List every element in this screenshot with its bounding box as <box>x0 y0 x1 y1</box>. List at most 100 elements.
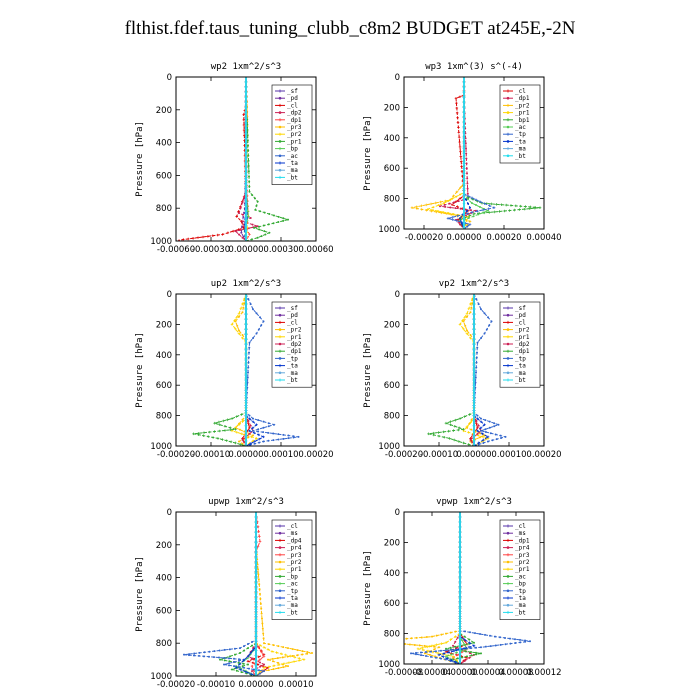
series-marker <box>223 424 227 428</box>
series-marker <box>257 646 260 649</box>
series-marker <box>514 642 517 645</box>
series-marker <box>233 661 235 664</box>
series-marker <box>246 655 250 658</box>
series-marker <box>244 162 248 166</box>
series-marker <box>275 651 278 654</box>
x-tick-label: -0.00020 <box>385 450 423 460</box>
legend-label: _tp <box>515 355 526 362</box>
series-marker <box>410 652 412 655</box>
y-tick-label: 800 <box>384 195 400 205</box>
series-marker <box>244 234 248 238</box>
series-marker <box>456 205 459 209</box>
series-marker <box>487 440 489 443</box>
series-marker <box>375 640 377 642</box>
legend-marker <box>278 531 282 535</box>
legend: _sf_pd_cl_dp2_dp1_pr3_pr2_pr1_bp_ac_ta_m… <box>271 84 313 185</box>
plot-frame <box>175 76 317 242</box>
legend-marker <box>506 103 510 107</box>
series-marker <box>465 210 468 213</box>
legend-marker <box>278 175 282 179</box>
series-marker <box>244 116 248 120</box>
series-marker <box>238 212 240 215</box>
series-marker <box>437 653 441 657</box>
series-marker <box>472 419 476 422</box>
series-marker <box>458 571 462 575</box>
series-marker <box>514 638 516 641</box>
series-marker <box>469 421 472 424</box>
x-tick-label: 0.00000 <box>442 668 477 678</box>
series-marker <box>497 423 500 426</box>
legend-label: _dp1 <box>515 537 530 544</box>
series-line-dp1 <box>444 512 469 664</box>
series-marker <box>242 306 245 309</box>
legend-label: _pr1 <box>287 138 302 145</box>
series-marker <box>244 429 248 433</box>
series-marker <box>458 596 462 600</box>
series-marker <box>466 192 469 195</box>
series-marker <box>453 424 457 428</box>
series-marker <box>463 146 465 149</box>
series-marker <box>241 336 244 340</box>
y-tick-label: 1000 <box>150 237 172 247</box>
series-marker <box>248 185 251 188</box>
series-marker <box>458 546 462 549</box>
series-marker <box>457 428 460 432</box>
x-tick-label: -0.00020 <box>405 233 443 243</box>
series-marker <box>259 593 261 595</box>
x-tick-label: -0.00010 <box>192 450 230 460</box>
legend-marker <box>278 524 282 528</box>
legend-label: _sf <box>287 305 298 312</box>
series-marker <box>487 207 490 211</box>
series-marker <box>254 592 258 596</box>
y-tick-label: 400 <box>384 134 400 144</box>
series-marker <box>213 656 215 659</box>
series-marker <box>493 425 496 428</box>
legend-label: _pr2 <box>287 131 302 138</box>
series-marker <box>442 430 445 434</box>
series-marker <box>488 324 491 327</box>
series-marker <box>248 351 250 354</box>
series-marker <box>254 643 258 647</box>
legend-marker <box>506 125 510 129</box>
series-marker <box>410 206 414 210</box>
series-marker <box>263 642 265 645</box>
x-tick-label: 0.00040 <box>526 233 561 243</box>
series-marker <box>453 201 455 204</box>
series-marker <box>463 415 466 418</box>
series-marker <box>465 167 468 170</box>
series-marker <box>487 316 489 319</box>
series-marker <box>476 429 479 433</box>
series-marker <box>433 645 436 648</box>
series-marker <box>244 214 248 217</box>
series-marker <box>463 126 465 129</box>
series-marker <box>466 655 468 658</box>
series-marker <box>475 204 477 207</box>
series-marker <box>458 642 462 646</box>
series-marker <box>258 228 261 231</box>
series-marker <box>257 578 260 581</box>
series-marker <box>301 650 304 653</box>
series-marker <box>248 346 251 349</box>
series-marker <box>252 431 256 435</box>
chart-title: vp2 1xm^2/s^3 <box>439 279 509 289</box>
series-marker <box>255 204 258 207</box>
series-marker <box>244 183 248 186</box>
legend-marker <box>506 596 510 600</box>
series-marker <box>242 118 246 122</box>
series-marker <box>221 438 224 441</box>
series-marker <box>267 658 269 661</box>
series-marker <box>260 607 263 610</box>
legend-marker <box>506 560 510 564</box>
legend-label: _pr2 <box>287 559 302 566</box>
series-marker <box>463 106 465 109</box>
legend-label: _ta <box>515 595 526 602</box>
series-marker <box>186 237 190 241</box>
legend-marker <box>506 132 510 136</box>
series-marker <box>262 440 265 443</box>
series-marker <box>458 556 462 559</box>
series-marker <box>226 231 230 235</box>
series-marker <box>243 211 246 214</box>
series-marker <box>238 665 240 668</box>
y-tick-label: 200 <box>156 106 172 116</box>
series-marker <box>241 420 244 423</box>
